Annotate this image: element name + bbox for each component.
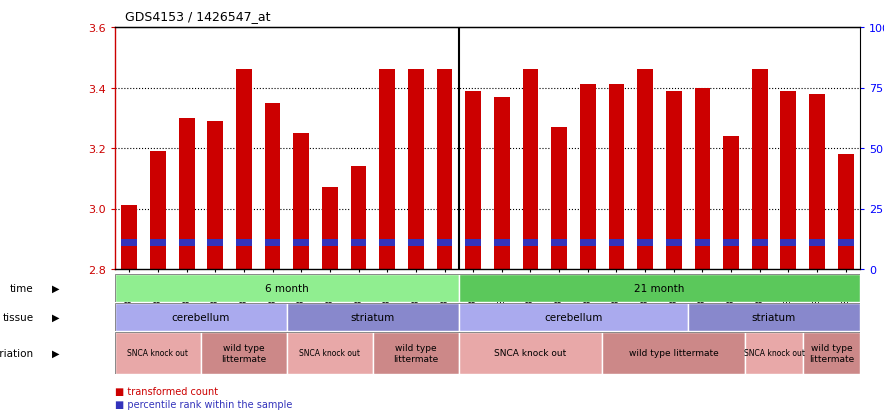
Bar xyxy=(408,239,423,247)
Bar xyxy=(179,239,194,247)
Bar xyxy=(351,239,367,247)
Bar xyxy=(115,274,459,302)
Bar xyxy=(580,85,596,269)
Bar xyxy=(459,303,688,331)
Bar xyxy=(150,152,166,269)
Text: time: time xyxy=(10,283,34,293)
Bar xyxy=(723,239,739,247)
Text: 21 month: 21 month xyxy=(634,283,684,293)
Bar xyxy=(608,85,624,269)
Text: striatum: striatum xyxy=(351,312,395,322)
Bar xyxy=(379,239,395,247)
Bar xyxy=(121,206,137,269)
Text: wild type
littermate: wild type littermate xyxy=(809,344,854,363)
Text: ▶: ▶ xyxy=(52,348,59,358)
Text: cerebellum: cerebellum xyxy=(171,312,230,322)
Bar xyxy=(522,70,538,269)
Bar xyxy=(465,91,481,269)
Text: genotype/variation: genotype/variation xyxy=(0,348,34,358)
Bar xyxy=(666,91,682,269)
Bar xyxy=(809,239,825,247)
Text: SNCA knock out: SNCA knock out xyxy=(743,349,804,358)
Bar xyxy=(666,239,682,247)
Bar xyxy=(838,239,854,247)
Bar xyxy=(379,70,395,269)
Bar xyxy=(208,239,223,247)
Bar xyxy=(580,239,596,247)
Bar xyxy=(437,239,453,247)
Bar xyxy=(803,332,860,374)
Text: SNCA knock out: SNCA knock out xyxy=(127,349,188,358)
Text: tissue: tissue xyxy=(3,312,34,322)
Bar xyxy=(264,239,280,247)
Text: ▶: ▶ xyxy=(52,312,59,322)
Bar xyxy=(236,70,252,269)
Bar xyxy=(751,239,767,247)
Bar xyxy=(150,239,166,247)
Text: SNCA knock out: SNCA knock out xyxy=(300,349,361,358)
Bar xyxy=(208,121,223,269)
Bar xyxy=(115,303,287,331)
Bar xyxy=(608,239,624,247)
Bar xyxy=(287,303,459,331)
Bar xyxy=(695,239,710,247)
Bar xyxy=(437,70,453,269)
Text: wild type
littermate: wild type littermate xyxy=(221,344,267,363)
Bar xyxy=(637,70,653,269)
Bar xyxy=(115,332,201,374)
Bar xyxy=(552,128,567,269)
Bar xyxy=(751,70,767,269)
Text: SNCA knock out: SNCA knock out xyxy=(494,349,567,358)
Bar xyxy=(287,332,373,374)
Bar xyxy=(459,332,602,374)
Bar xyxy=(637,239,653,247)
Bar xyxy=(201,332,287,374)
Bar xyxy=(236,239,252,247)
Bar xyxy=(723,137,739,269)
Text: wild type littermate: wild type littermate xyxy=(629,349,719,358)
Text: cerebellum: cerebellum xyxy=(545,312,603,322)
Bar xyxy=(293,239,309,247)
Bar xyxy=(552,239,567,247)
Text: ■ transformed count: ■ transformed count xyxy=(115,386,218,396)
Bar xyxy=(602,332,745,374)
Bar xyxy=(408,70,423,269)
Bar xyxy=(322,239,338,247)
Bar xyxy=(695,88,710,269)
Bar xyxy=(465,239,481,247)
Bar xyxy=(351,167,367,269)
Text: ▶: ▶ xyxy=(52,283,59,293)
Bar xyxy=(522,239,538,247)
Bar xyxy=(179,119,194,269)
Text: ■ percentile rank within the sample: ■ percentile rank within the sample xyxy=(115,399,293,409)
Bar xyxy=(494,239,510,247)
Text: GDS4153 / 1426547_at: GDS4153 / 1426547_at xyxy=(125,10,271,23)
Bar xyxy=(745,332,803,374)
Bar xyxy=(121,239,137,247)
Bar xyxy=(264,103,280,269)
Bar xyxy=(373,332,459,374)
Bar xyxy=(809,94,825,269)
Bar xyxy=(781,239,796,247)
Text: 6 month: 6 month xyxy=(265,283,309,293)
Bar xyxy=(688,303,860,331)
Bar xyxy=(322,188,338,269)
Bar xyxy=(494,97,510,269)
Bar xyxy=(781,91,796,269)
Bar xyxy=(293,133,309,269)
Text: wild type
littermate: wild type littermate xyxy=(393,344,438,363)
Bar xyxy=(459,274,860,302)
Bar xyxy=(838,155,854,269)
Text: striatum: striatum xyxy=(752,312,796,322)
